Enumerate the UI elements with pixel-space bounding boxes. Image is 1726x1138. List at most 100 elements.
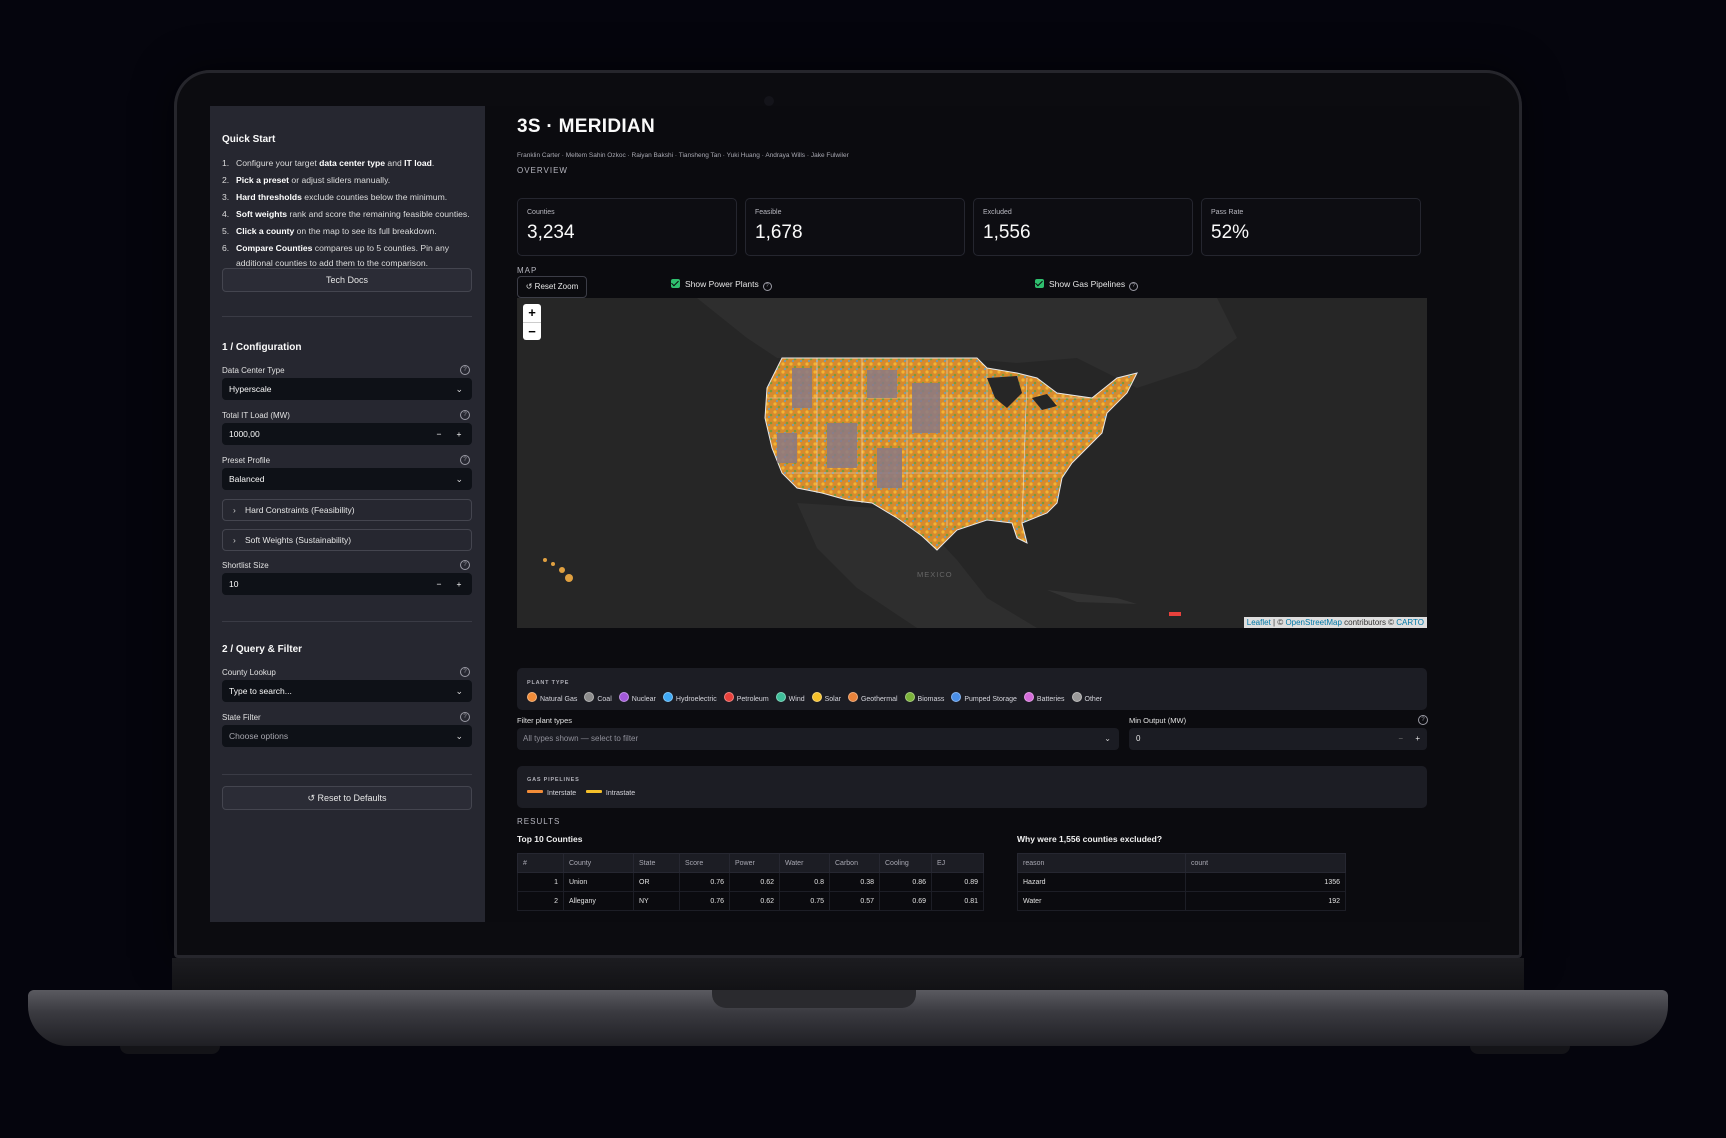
legend-item: Nuclear (618, 692, 656, 703)
quick-start-step: 6. Compare Counties compares up to 5 coun… (222, 241, 472, 271)
help-icon[interactable]: ? (762, 282, 772, 291)
county-lookup-select[interactable]: Type to search... ⌄ (222, 680, 472, 702)
map-attribution: Leaflet | © OpenStreetMap contributors ©… (1243, 617, 1427, 628)
shortlist-input[interactable]: 10 − + (222, 573, 472, 595)
show-power-plants-checkbox[interactable]: Show Power Plants? (671, 278, 772, 291)
laptop-hinge (172, 958, 1524, 990)
table-row[interactable]: Hazard 1356 (1017, 872, 1346, 892)
metric-label: Feasible (755, 209, 782, 216)
column-header[interactable]: reason (1017, 853, 1186, 873)
legend-item: Geothermal (847, 692, 898, 703)
increment-button[interactable]: + (1415, 734, 1420, 743)
table-cell: Hazard (1017, 872, 1186, 892)
laptop-foot-left (120, 1046, 220, 1054)
legend-dot-icon (811, 692, 822, 702)
table-cell: 0.76 (679, 872, 730, 892)
leaflet-link[interactable]: Leaflet (1246, 618, 1271, 627)
step-emphasis: Click a county (236, 226, 295, 236)
help-icon[interactable]: ? (1418, 715, 1428, 725)
table-cell: OR (633, 872, 680, 892)
zoom-out-button[interactable]: − (528, 324, 536, 339)
legend-label: Natural Gas (540, 696, 578, 703)
table-cell: 0.8 (779, 872, 830, 892)
min-output-input[interactable]: 0 − + (1129, 728, 1427, 750)
column-header[interactable]: count (1185, 853, 1346, 873)
table-row[interactable]: 1 Union OR 0.76 0.62 0.8 0.38 0.86 0.89 (517, 872, 984, 892)
legend-item: Petroleum (723, 692, 769, 703)
hawaii (543, 558, 573, 582)
metric-card-counties: Counties 3,234 (517, 198, 737, 256)
step-number: 2. (222, 175, 230, 185)
legend-label: Other (1084, 696, 1103, 703)
osm-link[interactable]: OpenStreetMap (1285, 618, 1342, 627)
legend-label: Petroleum (736, 696, 769, 703)
column-header[interactable]: Score (679, 853, 730, 873)
help-icon[interactable]: ? (460, 410, 470, 420)
reset-zoom-button[interactable]: ↺ Reset Zoom (517, 276, 587, 298)
increment-button[interactable]: + (456, 429, 462, 439)
soft-weights-label: Soft Weights (Sustainability) (245, 535, 352, 545)
increment-button[interactable]: + (456, 579, 462, 589)
county-lookup-placeholder: Type to search... (229, 686, 292, 696)
help-icon[interactable]: ? (460, 667, 470, 677)
preset-select[interactable]: Balanced ⌄ (222, 468, 472, 490)
decrement-button[interactable]: − (436, 429, 442, 439)
carto-link[interactable]: CARTO (1396, 618, 1424, 627)
gas-legend-items: Interstate Intrastate (527, 790, 635, 797)
table-row[interactable]: Water 192 (1017, 891, 1346, 911)
help-icon[interactable]: ? (1129, 282, 1139, 291)
top-counties-table[interactable]: # County State Score Power Water Carbon Cooling… (517, 853, 984, 911)
quick-start-step: 3. Hard thresholds exclude counties below… (222, 190, 472, 205)
zoom-in-button[interactable]: + (523, 304, 541, 323)
plant-type-legend: PLANT TYPE Natural Gas Coal Nuclear Hydroel… (517, 668, 1427, 710)
legend-item: Solar (811, 692, 841, 703)
table-cell: 0.57 (829, 891, 880, 911)
plant-legend-items: Natural Gas Coal Nuclear Hydroelectric Petro… (527, 692, 1109, 703)
it-load-input[interactable]: 1000,00 − + (222, 423, 472, 445)
column-header[interactable]: State (633, 853, 680, 873)
tech-docs-button[interactable]: Tech Docs (222, 268, 472, 292)
excluded-reasons-table[interactable]: reason count Hazard 1356 Water 192 (1017, 853, 1346, 911)
dc-type-select[interactable]: Hyperscale ⌄ (222, 378, 472, 400)
legend-label: Biomass (917, 696, 945, 703)
column-header[interactable]: Cooling (879, 853, 932, 873)
filter-placeholder: All types shown — select to filter (523, 734, 639, 743)
attribution-contributors: contributors © (1341, 618, 1397, 627)
state-filter-select[interactable]: Choose options ⌄ (222, 725, 472, 747)
metric-label: Counties (527, 209, 555, 216)
legend-dot-icon (618, 692, 629, 702)
table-cell: 0.89 (931, 872, 984, 892)
hard-constraints-expander[interactable]: › Hard Constraints (Feasibility) (222, 499, 472, 521)
legend-dot-icon (904, 692, 915, 702)
legend-label: Solar (824, 696, 841, 703)
column-header[interactable]: # (517, 853, 564, 873)
decrement-button[interactable]: − (436, 579, 442, 589)
legend-dot-icon (1071, 692, 1082, 702)
it-load-label: Total IT Load (MW) (222, 411, 290, 420)
quick-start-steps: 1. Configure your target data center type… (222, 156, 472, 273)
help-icon[interactable]: ? (460, 560, 470, 570)
column-header[interactable]: County (563, 853, 634, 873)
legend-dot-icon (1023, 692, 1034, 702)
help-icon[interactable]: ? (460, 712, 470, 722)
table-cell: 0.86 (879, 872, 932, 892)
excluded-regions (777, 368, 940, 488)
column-header[interactable]: Carbon (829, 853, 880, 873)
help-icon[interactable]: ? (460, 365, 470, 375)
reset-defaults-button[interactable]: ↺ Reset to Defaults (222, 786, 472, 810)
chevron-down-icon: ⌄ (455, 474, 463, 484)
map-canvas[interactable]: + − MEXICO Leaflet | © OpenStreetMap con… (517, 298, 1427, 628)
help-icon[interactable]: ? (460, 455, 470, 465)
column-header[interactable]: Power (729, 853, 780, 873)
column-header[interactable]: EJ (931, 853, 984, 873)
legend-item-interstate: Interstate (527, 790, 576, 797)
table-row[interactable]: 2 Allegany NY 0.76 0.62 0.75 0.57 0.69 0.81 (517, 891, 984, 911)
column-header[interactable]: Water (779, 853, 830, 873)
step-emphasis: Hard thresholds (236, 192, 302, 202)
filter-plant-types-select[interactable]: All types shown — select to filter ⌄ (517, 728, 1119, 750)
legend-dot-icon (662, 692, 673, 702)
soft-weights-expander[interactable]: › Soft Weights (Sustainability) (222, 529, 472, 551)
zoom-control[interactable]: + − (523, 304, 541, 340)
decrement-button[interactable]: − (1398, 734, 1403, 743)
show-gas-pipelines-checkbox[interactable]: Show Gas Pipelines? (1035, 278, 1139, 291)
